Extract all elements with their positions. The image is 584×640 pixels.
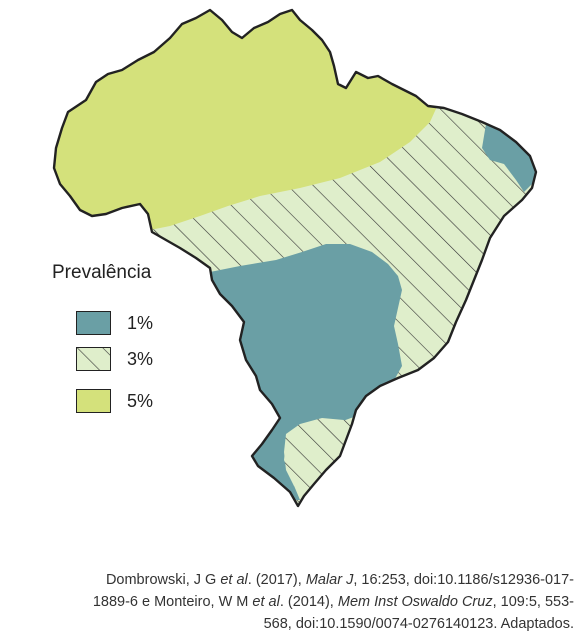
citation-text: . (2014),	[279, 594, 338, 610]
citation-line-3: 568, doi:10.1590/0074-0276140123. Adapta…	[263, 616, 574, 632]
legend-item-1pct: 1%	[76, 311, 153, 335]
legend-label-1pct: 1%	[127, 312, 154, 333]
citation-line-2: 1889-6 e Monteiro, W M et al. (2014), Me…	[4, 591, 574, 613]
legend-swatch-5pct	[76, 389, 111, 413]
legend-swatch-1pct	[76, 311, 111, 335]
region-1pct-northeast	[482, 124, 536, 192]
citation-text: . (2017),	[247, 572, 306, 588]
citation-line-1: Dombrowski, J G et al. (2017), Malar J, …	[4, 569, 574, 591]
citation-journal: Malar J	[305, 572, 354, 588]
citation-text: , 16:253, doi:10.1186/s12936-017-	[353, 572, 574, 588]
citation-journal: Mem Inst Oswaldo Cruz	[337, 594, 493, 610]
citation-text: , 109:5, 553-	[492, 594, 574, 610]
citation-text: Dombrowski, J G	[105, 572, 221, 588]
citation-italic: et al	[220, 572, 248, 588]
region-3pct-south-pocket	[284, 418, 356, 488]
legend-item-5pct: 5%	[76, 389, 153, 413]
source-citation: Dombrowski, J G et al. (2017), Malar J, …	[4, 569, 574, 635]
legend-label-3pct: 3%	[127, 348, 154, 369]
legend-label-5pct: 5%	[127, 390, 154, 411]
brazil-prevalence-map	[52, 8, 538, 508]
citation-italic: et al	[252, 594, 280, 610]
citation-text: 1889-6 e Monteiro, W M	[92, 594, 253, 610]
legend-item-3pct: 3%	[76, 347, 153, 371]
legend-title: Prevalência	[52, 262, 152, 283]
legend-swatch-3pct	[76, 347, 111, 371]
